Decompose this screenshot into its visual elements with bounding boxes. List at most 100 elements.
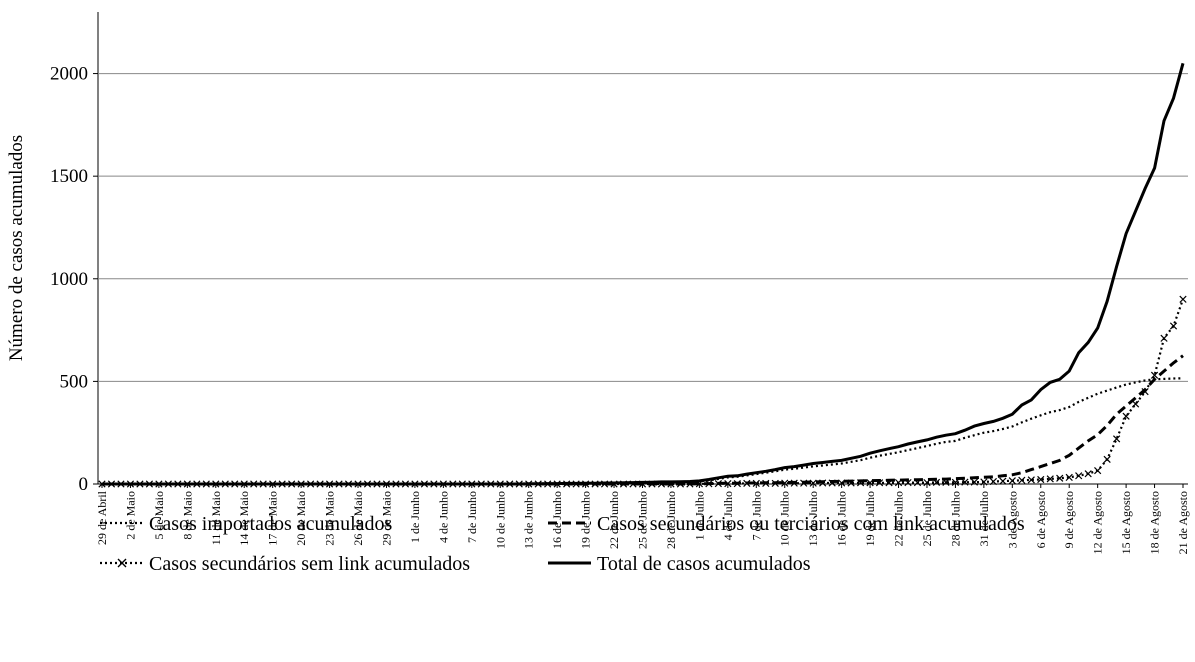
point-marker	[714, 479, 722, 488]
point-marker	[885, 479, 893, 487]
x-tick-label: 2 de Maio	[123, 491, 137, 540]
point-marker	[970, 478, 979, 486]
x-tick-label: 4 de Julho	[721, 491, 735, 540]
point-marker	[1084, 470, 1092, 478]
point-marker	[800, 479, 808, 487]
point-marker	[856, 479, 865, 487]
point-marker	[923, 478, 931, 487]
y-tick-label: 500	[60, 371, 89, 392]
y-tick-label: 1500	[50, 166, 88, 187]
point-marker	[743, 479, 751, 488]
point-marker	[1008, 477, 1016, 485]
point-marker	[875, 479, 884, 487]
y-tick-label: 1000	[50, 269, 88, 290]
x-tick-label: 22 de Julho	[892, 491, 906, 546]
x-tick-label: 16 de Junho	[550, 491, 564, 549]
legend-label: Casos secundários sem link acumulados	[149, 553, 470, 575]
x-tick-label: 22 de Junho	[607, 491, 621, 549]
x-tick-label: 28 de Julho	[948, 491, 962, 546]
x-tick-label: 10 de Julho	[778, 491, 792, 546]
point-marker	[1056, 474, 1064, 482]
x-tick-label: 25 de Junho	[636, 491, 650, 549]
point-marker	[980, 478, 988, 486]
point-marker	[762, 479, 770, 488]
x-tick-label: 4 de Junho	[436, 491, 450, 543]
point-marker	[951, 478, 960, 486]
point-marker	[1065, 473, 1073, 482]
y-tick-label: 0	[79, 474, 89, 495]
point-marker	[1160, 334, 1168, 342]
x-tick-label: 17 de Maio	[266, 491, 280, 546]
point-marker	[1046, 475, 1054, 483]
x-tick-label: 29 de Maio	[379, 491, 393, 546]
point-marker	[1103, 455, 1111, 463]
x-tick-label: 16 de Julho	[835, 491, 849, 546]
x-tick-label: 21 de Agosto	[1176, 491, 1190, 554]
point-marker	[1179, 295, 1187, 303]
x-tick-label: 1 de Julho	[692, 491, 706, 540]
point-marker	[733, 479, 741, 488]
point-marker	[1169, 322, 1178, 330]
point-marker	[961, 478, 969, 486]
x-tick-label: 11 de Maio	[209, 491, 223, 545]
x-tick-label: 28 de Junho	[664, 491, 678, 549]
x-tick-label: 10 de Junho	[493, 491, 507, 549]
point-marker	[752, 479, 760, 488]
point-marker	[1141, 388, 1149, 396]
series-line	[102, 377, 1184, 486]
legend-label: Total de casos acumulados	[597, 553, 811, 575]
legend-label: Casos secundários ou terciários com link…	[597, 513, 1025, 535]
point-marker	[1075, 472, 1083, 480]
x-tick-label: 31 de Julho	[977, 491, 991, 546]
point-marker	[913, 478, 922, 487]
point-marker	[1018, 476, 1026, 484]
x-tick-label: 7 de Julho	[749, 491, 763, 540]
x-tick-label: 5 de Maio	[152, 491, 166, 540]
point-marker	[1150, 371, 1159, 379]
x-tick-label: 7 de Junho	[465, 491, 479, 543]
point-marker	[724, 479, 732, 488]
legend-marker	[117, 558, 127, 568]
point-marker	[819, 479, 827, 487]
point-marker	[904, 478, 912, 487]
point-marker	[1122, 412, 1130, 420]
y-tick-label: 2000	[50, 64, 88, 85]
x-tick-label: 12 de Agosto	[1091, 491, 1105, 554]
series-line	[102, 62, 1185, 486]
series-line	[102, 354, 1184, 486]
x-tick-label: 26 de Maio	[351, 491, 365, 546]
point-marker	[781, 479, 789, 487]
x-tick-label: 19 de Julho	[863, 491, 877, 546]
point-marker	[847, 479, 855, 487]
point-marker	[1094, 467, 1102, 475]
point-marker	[1037, 475, 1045, 484]
point-marker	[1131, 400, 1140, 408]
point-marker	[838, 479, 846, 487]
point-marker	[705, 480, 713, 488]
x-tick-label: 1 de Junho	[408, 491, 422, 543]
y-axis-label: Número de casos acumulados	[6, 135, 27, 361]
x-tick-label: 9 de Agosto	[1062, 491, 1076, 548]
x-tick-label: 13 de Julho	[806, 491, 820, 546]
series-line	[102, 298, 1185, 486]
point-marker	[989, 477, 997, 486]
point-marker	[809, 479, 817, 487]
point-marker	[790, 479, 798, 487]
x-tick-label: 19 de Junho	[579, 491, 593, 549]
x-tick-label: 13 de Junho	[522, 491, 536, 549]
point-marker	[932, 478, 941, 486]
point-marker	[942, 478, 950, 486]
x-tick-label: 14 de Maio	[237, 491, 251, 546]
point-marker	[999, 477, 1007, 485]
point-marker	[1112, 435, 1121, 443]
point-marker	[866, 479, 874, 487]
x-tick-label: 23 de Maio	[323, 491, 337, 546]
legend-label: Casos importados acumulados	[149, 513, 393, 535]
x-tick-label: 29 de Abril	[95, 490, 109, 545]
x-tick-label: 15 de Agosto	[1119, 491, 1133, 554]
point-marker	[828, 479, 836, 487]
x-tick-label: 6 de Agosto	[1034, 491, 1048, 548]
x-tick-label: 25 de Julho	[920, 491, 934, 546]
